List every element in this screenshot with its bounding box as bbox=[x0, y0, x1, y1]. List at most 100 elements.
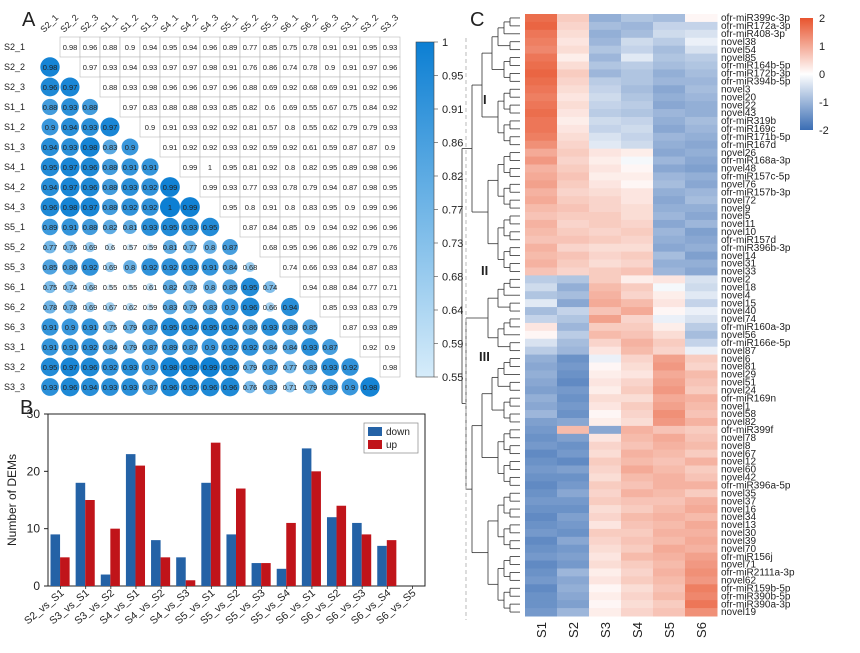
heat-cell bbox=[557, 180, 590, 189]
corr-circle bbox=[203, 280, 217, 294]
lower-value: 0.98 bbox=[43, 63, 58, 72]
heat-cell bbox=[653, 85, 686, 94]
lower-value: 0.91 bbox=[83, 323, 98, 332]
col-label: S1 bbox=[534, 622, 549, 638]
y-axis-label: Number of DEMs bbox=[5, 454, 19, 546]
upper-value: 0.96 bbox=[383, 203, 398, 212]
row-label: novel1 bbox=[721, 401, 751, 412]
corr-circle bbox=[84, 241, 96, 253]
corr-circle bbox=[81, 258, 99, 276]
bar-up bbox=[336, 505, 347, 586]
upper-value: 0.93 bbox=[263, 183, 278, 192]
heat-cell bbox=[525, 520, 558, 530]
heat-cell bbox=[589, 417, 622, 427]
row-label: ofr-miR169c bbox=[721, 124, 775, 135]
lower-value: 0.9 bbox=[65, 323, 75, 332]
heat-cell bbox=[685, 29, 718, 39]
heat-cell bbox=[589, 441, 622, 451]
row-label: ofr-miR394b-5p bbox=[721, 77, 791, 88]
heat-cell bbox=[621, 227, 654, 237]
heat-cell bbox=[653, 219, 686, 229]
lower-value: 0.83 bbox=[163, 303, 178, 312]
heat-cell bbox=[685, 37, 718, 47]
heat-cell bbox=[621, 505, 654, 514]
lower-value: 0.92 bbox=[223, 343, 238, 352]
heat-cell bbox=[685, 489, 718, 498]
upper-value: 0.91 bbox=[163, 143, 178, 152]
upper-value: 0.93 bbox=[203, 103, 218, 112]
heat-cell bbox=[525, 505, 558, 514]
corr-circle bbox=[121, 138, 139, 156]
upper-value: 0.85 bbox=[323, 303, 338, 312]
heat-cell bbox=[525, 291, 558, 300]
upper-value: 0.71 bbox=[383, 283, 398, 292]
heat-cell bbox=[685, 307, 718, 316]
corr-circle bbox=[222, 239, 238, 255]
lower-value: 0.95 bbox=[183, 383, 198, 392]
heat-cell bbox=[525, 370, 558, 379]
corr-circle bbox=[242, 319, 258, 335]
row-label: ofr-miR168a-3p bbox=[721, 156, 791, 167]
lower-value: 0.94 bbox=[183, 323, 198, 332]
heat-cell bbox=[685, 132, 718, 142]
lower-value: 0.92 bbox=[83, 263, 98, 272]
heat-cell bbox=[621, 307, 654, 316]
lower-value: 0.85 bbox=[303, 323, 318, 332]
heat-cell bbox=[653, 576, 686, 585]
lower-value: 0.68 bbox=[243, 263, 258, 272]
row-label: S5_3 bbox=[4, 262, 25, 272]
heat-cell bbox=[653, 592, 686, 601]
upper-value: 0.95 bbox=[223, 163, 238, 172]
upper-value: 0.59 bbox=[323, 143, 338, 152]
heat-cell bbox=[621, 584, 654, 593]
col-label: S6_3 bbox=[318, 12, 340, 34]
heat-cell bbox=[557, 568, 590, 577]
heat-cell bbox=[653, 378, 686, 387]
row-label: ofr-miR169n bbox=[721, 393, 776, 404]
lower-value: 0.93 bbox=[123, 363, 138, 372]
lower-value: 0.87 bbox=[263, 363, 278, 372]
heat-cell bbox=[589, 235, 622, 245]
heat-cell bbox=[557, 14, 590, 23]
heat-cell bbox=[621, 85, 654, 94]
heat-cell bbox=[653, 394, 686, 403]
corr-circle bbox=[125, 302, 135, 312]
heat-cell bbox=[653, 101, 686, 110]
heat-cell bbox=[621, 544, 654, 554]
heat-cell bbox=[621, 520, 654, 530]
corr-circle bbox=[160, 177, 180, 197]
heat-cell bbox=[621, 568, 654, 577]
corr-colorbar-label: 0.77 bbox=[442, 205, 463, 217]
lower-value: 0.85 bbox=[223, 283, 238, 292]
upper-value: 0.87 bbox=[343, 183, 358, 192]
heat-cell bbox=[525, 172, 558, 181]
upper-value: 0.74 bbox=[283, 63, 298, 72]
corr-circle bbox=[40, 177, 60, 197]
row-label: novel74 bbox=[721, 314, 756, 325]
heat-cell bbox=[621, 204, 654, 213]
heat-cell bbox=[653, 164, 686, 173]
heat-cell bbox=[557, 600, 590, 609]
heat-cell bbox=[621, 322, 654, 332]
heat-cell bbox=[653, 116, 686, 126]
heat-cell bbox=[653, 552, 686, 562]
heat-cell bbox=[653, 45, 686, 55]
heat-cell bbox=[525, 14, 558, 23]
heat-cell bbox=[685, 172, 718, 181]
lower-value: 0.89 bbox=[163, 343, 178, 352]
heat-cell bbox=[557, 204, 590, 213]
row-label: novel62 bbox=[721, 576, 756, 587]
lower-value: 0.61 bbox=[143, 283, 158, 292]
heat-cell bbox=[589, 164, 622, 173]
heat-cell bbox=[621, 552, 654, 562]
heat-cell bbox=[557, 449, 590, 459]
col-label: S4_2 bbox=[178, 12, 200, 34]
lower-value: 0.9 bbox=[225, 303, 235, 312]
heat-cell bbox=[621, 14, 654, 23]
heat-colorbar-bar bbox=[800, 18, 813, 130]
upper-value: 0.96 bbox=[183, 83, 198, 92]
lower-value: 0.9 bbox=[345, 383, 355, 392]
heat-cell bbox=[589, 497, 622, 506]
corr-circle bbox=[240, 297, 260, 317]
row-label: novel5 bbox=[721, 211, 751, 222]
